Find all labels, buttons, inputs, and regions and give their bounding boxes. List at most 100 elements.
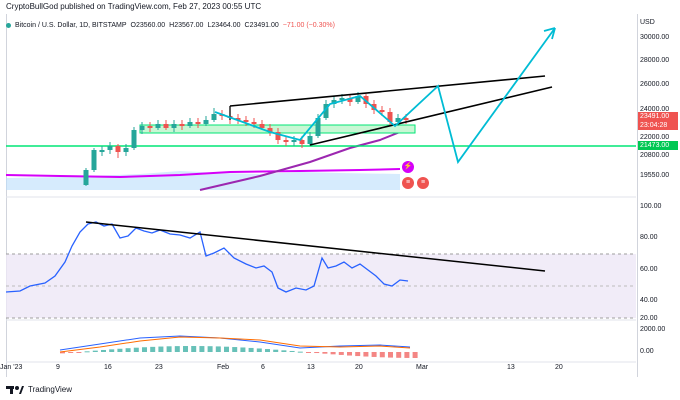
macd-bar <box>199 346 205 352</box>
macd-bar <box>142 347 147 352</box>
macd-bar <box>396 352 402 358</box>
ohlc-low: L23464.00 <box>207 22 241 29</box>
macd-line <box>59 335 411 351</box>
macd-bar <box>125 348 131 352</box>
macd-bar <box>117 348 123 352</box>
current-price-tag: 23491.00 <box>638 112 678 121</box>
macd-bar <box>240 347 246 352</box>
symbol-name: Bitcoin / U.S. Dollar, 1D, BITSTAMP <box>15 22 127 29</box>
time-label-16: 16 <box>104 364 112 371</box>
time-label-20-mar: 20 <box>555 364 563 371</box>
candle-body <box>211 114 217 120</box>
candle-body <box>267 128 273 132</box>
candle-countdown: 23:04:28 <box>638 121 678 130</box>
candle-body <box>347 98 353 102</box>
macd-bar <box>92 350 98 352</box>
candle-body <box>323 104 329 118</box>
price-axis[interactable]: USD 30000.00 28000.00 26000.00 24000.00 … <box>637 14 680 377</box>
symbol-legend[interactable]: Bitcoin / U.S. Dollar, 1D, BITSTAMP O235… <box>6 22 335 29</box>
projection-arrowhead <box>543 27 556 40</box>
price-tick-22000: 22000.00 <box>640 134 670 141</box>
candle-body <box>387 112 393 122</box>
candle-body <box>139 126 145 130</box>
macd-bar <box>322 352 328 354</box>
candle-body <box>259 124 265 128</box>
candle-body <box>163 124 169 128</box>
macd-bar <box>84 351 90 353</box>
macd-bar <box>314 352 320 354</box>
candle-body <box>275 132 281 140</box>
macd-bar <box>183 346 188 352</box>
candle-body <box>83 170 89 185</box>
macd-bar <box>281 350 287 352</box>
macd-bar <box>248 347 254 352</box>
macd-bar <box>265 349 270 352</box>
macd-bar <box>347 352 352 356</box>
macd-bar <box>101 349 106 352</box>
candle-body <box>299 140 305 144</box>
rsi-tick-40: 40.00 <box>640 297 658 304</box>
price-tick-20800: 20800.00 <box>640 152 670 159</box>
macd-bar <box>306 352 311 353</box>
time-label-13-mar: 13 <box>507 364 515 371</box>
publish-text: CryptoBullGod published on TradingView.c… <box>6 2 262 11</box>
us-flag-event-icon-2[interactable]: ≡ <box>417 177 429 189</box>
macd-bar <box>158 346 164 352</box>
candle-body <box>307 136 313 144</box>
wedge-lower-line <box>309 86 553 146</box>
market-status-icon <box>6 23 11 28</box>
candle-body <box>339 98 345 100</box>
ma-line-long <box>5 168 401 179</box>
time-label-jan: Jan '23 <box>0 364 23 371</box>
time-label-6: 6 <box>261 364 265 371</box>
time-label-mar: Mar <box>416 364 429 371</box>
candle-body <box>131 130 137 148</box>
candle-body <box>243 120 249 122</box>
candle-body <box>235 118 241 120</box>
macd-bar <box>207 346 213 352</box>
support-price-tag: 21473.00 <box>638 141 678 150</box>
macd-bar <box>191 346 197 352</box>
candle-body <box>203 120 209 124</box>
ohlc-high: H23567.00 <box>169 22 204 29</box>
tradingview-logo[interactable]: TradingView <box>6 384 72 394</box>
macd-bar <box>224 346 229 352</box>
time-label-23: 23 <box>155 364 163 371</box>
macd-bar <box>363 352 369 357</box>
candle-body <box>315 118 321 136</box>
time-label-9: 9 <box>56 364 60 371</box>
price-tick-28000: 28000.00 <box>640 57 670 64</box>
wedge-upper-line <box>229 75 546 107</box>
candlestick-series <box>83 92 409 186</box>
macd-bar <box>76 352 82 353</box>
macd-bar <box>68 352 74 353</box>
macd-bar <box>404 352 410 358</box>
chart-frame[interactable] <box>6 14 638 377</box>
rsi-tick-80: 80.00 <box>640 234 658 241</box>
candle-body <box>283 140 289 142</box>
price-change: −71.00 (−0.30%) <box>282 22 335 29</box>
rsi-tick-100: 100.00 <box>640 203 662 210</box>
macd-bar <box>379 352 385 358</box>
publish-header: CryptoBullGod published on TradingView.c… <box>0 0 680 14</box>
macd-bar <box>388 352 393 358</box>
tradingview-logo-icon <box>6 386 24 394</box>
ma-line-short <box>199 131 401 191</box>
projection-path <box>214 27 556 165</box>
candle-body <box>379 110 385 112</box>
candle-body <box>91 150 97 170</box>
candle-body <box>195 122 201 124</box>
brand-name: TradingView <box>28 384 73 394</box>
macd-tick-2000: 2000.00 <box>640 326 666 333</box>
macd-bar <box>174 346 180 352</box>
candle-body <box>123 148 129 152</box>
rsi-trendline <box>85 221 546 272</box>
us-flag-event-icon[interactable]: ≡ <box>402 177 414 189</box>
macd-bar <box>289 350 295 352</box>
macd-bar <box>256 348 262 352</box>
rsi-line <box>5 221 409 293</box>
lightning-event-icon[interactable]: ⚡ <box>402 161 414 173</box>
ohlc-close: C23491.00 <box>244 22 279 29</box>
candle-body <box>331 100 337 104</box>
